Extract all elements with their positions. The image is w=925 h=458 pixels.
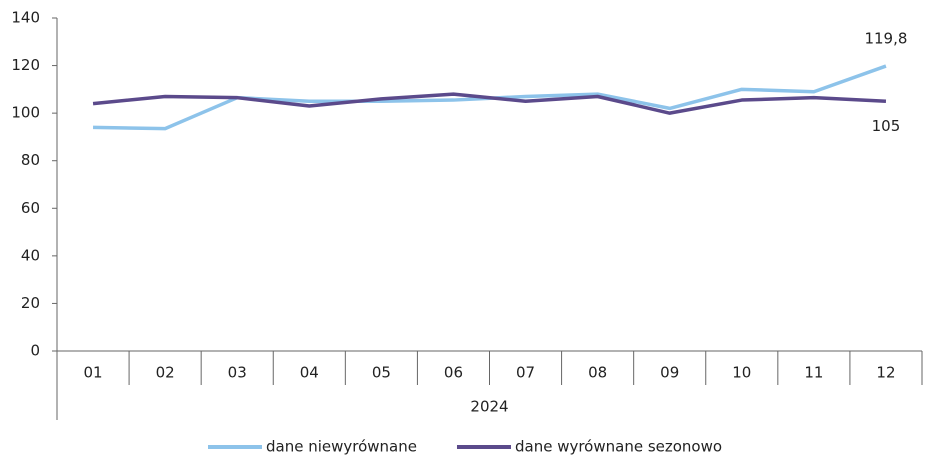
y-tick-label: 20: [21, 294, 40, 312]
x-tick-label: 06: [444, 364, 463, 382]
x-tick-label: 12: [876, 364, 895, 382]
y-tick-label: 100: [11, 104, 40, 122]
data-label: 105: [872, 117, 901, 135]
legend-label: dane wyrównane sezonowo: [515, 438, 722, 456]
x-tick-label: 09: [660, 364, 679, 382]
y-tick-label: 140: [11, 9, 40, 27]
legend-label: dane niewyrównane: [266, 438, 417, 456]
y-tick-label: 0: [30, 342, 40, 360]
group-label: 2024: [470, 398, 508, 416]
y-tick-label: 40: [21, 246, 40, 264]
x-tick-label: 02: [156, 364, 175, 382]
x-tick-label: 11: [804, 364, 823, 382]
x-tick-label: 01: [83, 364, 102, 382]
x-tick-label: 08: [588, 364, 607, 382]
y-tick-label: 60: [21, 199, 40, 217]
x-tick-label: 04: [300, 364, 319, 382]
series-line: [92, 92, 887, 115]
y-tick-label: 120: [11, 56, 40, 74]
data-label: 119,8: [864, 30, 907, 48]
x-tick-label: 07: [516, 364, 535, 382]
x-tick-label: 05: [372, 364, 391, 382]
y-tick-label: 80: [21, 151, 40, 169]
x-tick-label: 03: [228, 364, 247, 382]
x-tick-label: 10: [732, 364, 751, 382]
